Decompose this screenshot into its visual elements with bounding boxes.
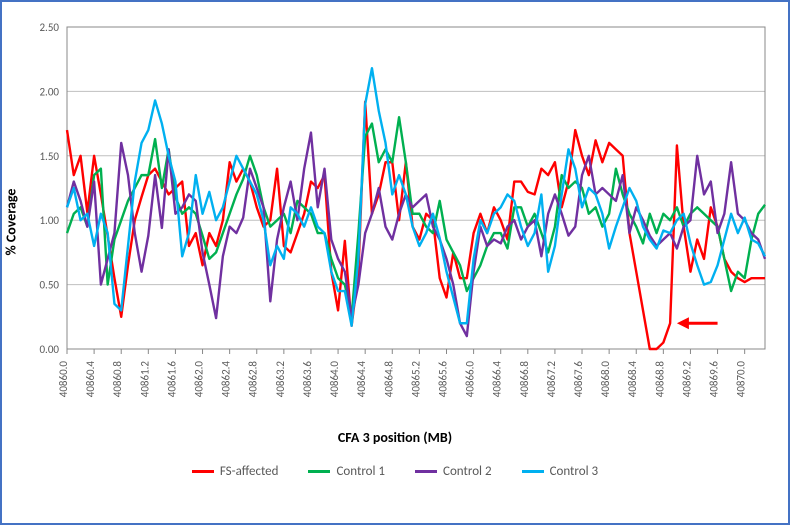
y-tick-label: 2.50 [39,21,59,34]
legend-item: Control 2 [415,464,492,479]
legend-label: Control 3 [550,464,599,479]
x-tick-label: 40864.4 [355,361,368,398]
x-tick-label: 40868.4 [626,361,639,398]
x-tick-label: 40865.2 [409,361,422,398]
x-tick-label: 40866.0 [464,361,477,398]
x-tick-label: 40866.4 [491,361,504,398]
x-tick-label: 40870.0 [735,361,748,398]
legend-swatch [522,470,544,473]
x-tick-label: 40863.2 [274,361,287,398]
x-tick-label: 40867.2 [545,361,558,398]
legend-label: FS-affected [220,464,279,479]
x-tick-label: 40869.6 [708,361,721,398]
x-axis-label: CFA 3 position (MB) [17,429,773,446]
x-tick-label: 40862.4 [220,361,233,398]
arrow-head [677,317,689,329]
chart-container: % Coverage 0.00 0.50 1.00 1.50 2.00 2.50 40860… [0,0,790,525]
x-tick-label: 40867.6 [572,361,585,398]
x-tick-label: 40865.6 [436,361,449,398]
series-Control 1 [67,117,765,317]
x-tick-label: 40863.6 [301,361,314,398]
plot-svg: 0.00 0.50 1.00 1.50 2.00 2.50 40860.0 40860.4 40… [17,17,775,427]
y-tick-label: 1.50 [39,150,59,163]
x-tick-label: 40862.8 [247,361,260,398]
legend: FS-affected Control 1 Control 2 Control 3 [17,464,773,479]
y-tick-label: 2.00 [39,85,59,98]
x-tick-label: 40860.4 [84,361,97,398]
legend-swatch [415,470,437,473]
legend-item: Control 1 [308,464,385,479]
legend-item: FS-affected [192,464,279,479]
x-tick-label: 40864.0 [328,361,341,398]
x-tick-label: 40861.2 [138,361,151,398]
series-Control 3 [67,68,765,326]
x-tick-label: 40866.8 [518,361,531,398]
y-tick-label: 0.50 [39,279,59,292]
y-tick-label: 1.00 [39,214,59,227]
legend-swatch [192,470,214,473]
x-tick-label: 40869.2 [680,361,693,398]
x-tick-label: 40862.0 [193,361,206,398]
x-tick-label: 40861.6 [165,361,178,398]
x-tick-label: 40860.8 [111,361,124,398]
x-tick-label: 40864.8 [382,361,395,398]
legend-label: Control 2 [443,464,492,479]
x-tick-label: 40860.0 [57,361,70,398]
legend-item: Control 3 [522,464,599,479]
y-axis-label: % Coverage [3,189,20,256]
y-tick-label: 0.00 [39,343,59,356]
legend-swatch [308,470,330,473]
legend-label: Control 1 [336,464,385,479]
x-tick-label: 40868.0 [599,361,612,398]
plot-area-wrapper: % Coverage 0.000.501.001.502.002.5040860… [17,17,773,427]
x-tick-label: 40868.8 [653,361,666,398]
